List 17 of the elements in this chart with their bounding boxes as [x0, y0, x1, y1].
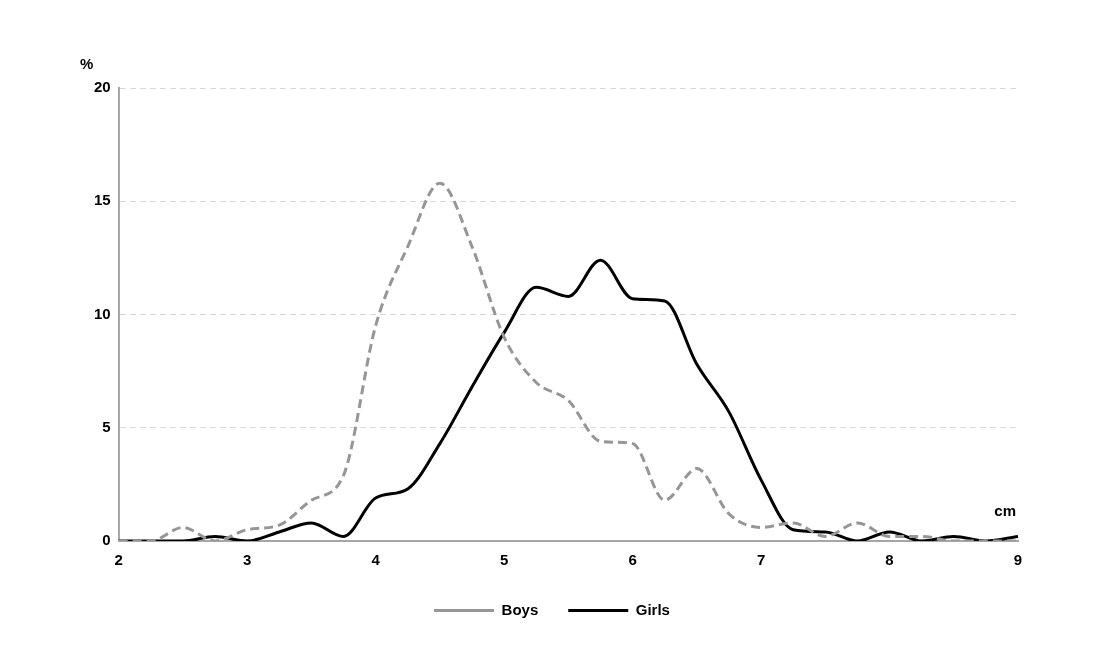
- y-tick-label: 10: [94, 304, 111, 322]
- legend-label: Girls: [635, 600, 670, 618]
- y-axis-title: %: [80, 54, 94, 72]
- x-tick-label: 5: [499, 551, 509, 569]
- x-tick-label: 7: [756, 551, 766, 569]
- x-tick-label: 2: [114, 551, 123, 569]
- y-tick-label: 5: [102, 417, 111, 435]
- legend-label: Boys: [501, 600, 539, 618]
- x-tick-label: 4: [371, 551, 381, 569]
- y-tick-label: 20: [94, 78, 111, 96]
- x-tick-label: 9: [1013, 551, 1023, 569]
- x-tick-label: 6: [628, 551, 637, 569]
- y-tick-label: 0: [102, 531, 111, 549]
- x-axis-title: cm: [994, 501, 1016, 519]
- x-tick-label: 8: [885, 551, 894, 569]
- x-tick-label: 3: [242, 551, 252, 569]
- y-tick-label: 15: [94, 191, 111, 209]
